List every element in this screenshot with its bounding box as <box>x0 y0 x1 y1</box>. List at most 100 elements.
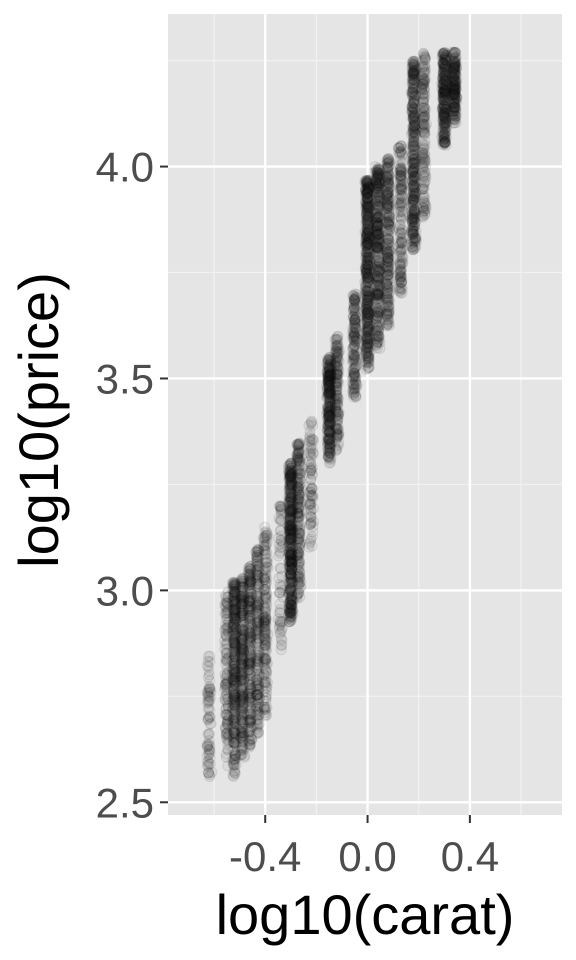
data-point <box>329 360 341 372</box>
data-point <box>417 182 429 195</box>
data-point <box>228 612 240 624</box>
data-point <box>219 678 231 691</box>
data-point <box>229 767 241 780</box>
data-point <box>220 630 232 642</box>
data-point <box>227 770 240 783</box>
data-point <box>229 640 241 652</box>
data-point <box>229 759 241 771</box>
data-point <box>361 258 373 270</box>
data-point <box>220 658 232 670</box>
data-point <box>229 577 241 589</box>
data-point <box>229 613 242 625</box>
data-point <box>293 558 305 571</box>
data-point <box>226 646 238 659</box>
data-point <box>221 681 233 693</box>
data-point <box>227 617 239 629</box>
data-point <box>229 647 241 660</box>
data-point <box>205 686 217 698</box>
data-point <box>228 754 240 766</box>
data-point <box>219 694 232 706</box>
data-point <box>229 603 241 615</box>
data-point <box>229 752 241 765</box>
data-point <box>305 418 317 430</box>
data-point <box>221 619 233 631</box>
data-point <box>222 744 234 756</box>
data-point <box>230 699 242 711</box>
data-point <box>227 622 239 634</box>
data-point <box>395 199 407 212</box>
data-point <box>306 452 318 464</box>
data-point <box>202 655 214 667</box>
data-point <box>370 217 382 229</box>
data-point <box>221 609 233 622</box>
data-point <box>229 604 241 617</box>
data-point <box>221 716 233 728</box>
data-point <box>230 725 242 738</box>
data-point <box>220 601 233 614</box>
data-point <box>229 691 241 703</box>
data-point <box>229 595 241 607</box>
data-point <box>229 700 241 712</box>
data-point <box>229 643 241 655</box>
data-point <box>202 685 214 697</box>
data-point <box>230 602 242 614</box>
data-point <box>229 754 241 766</box>
data-point <box>261 529 273 542</box>
data-point <box>229 579 241 591</box>
data-point <box>222 620 235 633</box>
data-point <box>204 683 216 695</box>
data-point <box>437 83 449 95</box>
data-point <box>229 603 241 615</box>
data-point <box>236 749 248 761</box>
data-point <box>219 681 232 694</box>
data-point <box>223 665 235 677</box>
data-point <box>228 699 240 711</box>
data-point <box>222 625 234 637</box>
data-point <box>229 616 242 628</box>
data-point <box>220 622 232 635</box>
data-point <box>227 758 239 770</box>
data-point <box>221 631 233 643</box>
data-point <box>203 757 215 770</box>
data-point <box>203 728 215 740</box>
data-point <box>229 588 241 600</box>
data-point <box>229 667 241 680</box>
data-point <box>202 712 214 725</box>
data-point <box>203 680 215 693</box>
data-point <box>230 598 242 610</box>
data-point <box>221 738 234 750</box>
data-point <box>203 683 215 696</box>
data-point <box>222 713 234 726</box>
data-point <box>219 683 231 696</box>
data-point <box>230 615 242 627</box>
data-point <box>292 547 304 560</box>
data-point <box>221 715 234 728</box>
data-point <box>223 710 235 723</box>
data-point <box>446 109 459 121</box>
data-point <box>230 639 242 651</box>
data-point <box>228 636 240 649</box>
data-point <box>230 696 242 708</box>
data-point <box>381 189 393 201</box>
data-point <box>361 269 373 281</box>
data-point <box>228 653 240 666</box>
data-point <box>230 691 242 704</box>
data-point <box>203 743 215 755</box>
data-point <box>226 599 238 612</box>
data-point <box>229 663 241 675</box>
data-point <box>219 708 231 721</box>
data-point <box>381 172 394 185</box>
data-point <box>228 637 240 650</box>
data-point <box>221 733 233 745</box>
data-point <box>330 345 342 357</box>
data-point <box>204 770 216 783</box>
data-point <box>204 744 216 756</box>
data-point <box>222 760 234 772</box>
data-point <box>220 728 232 740</box>
data-point <box>228 690 240 702</box>
data-point <box>219 690 231 703</box>
data-point <box>227 576 239 589</box>
data-point <box>228 624 240 637</box>
data-point <box>228 642 240 655</box>
data-point <box>382 291 394 303</box>
